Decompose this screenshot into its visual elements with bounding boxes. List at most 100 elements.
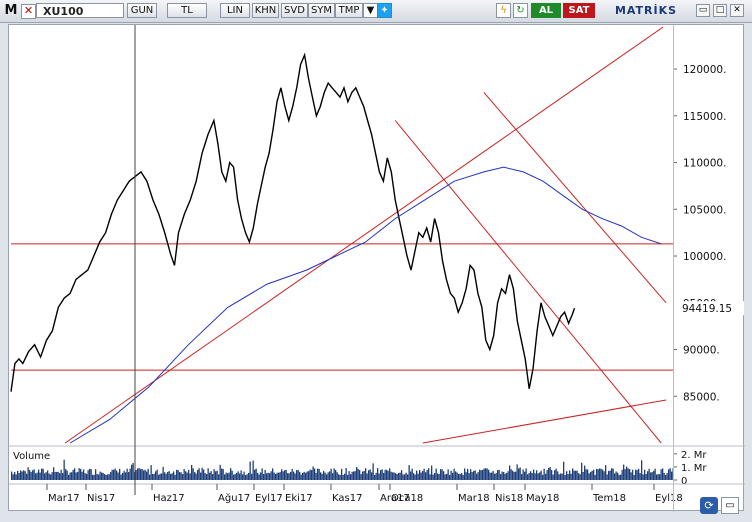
volume-bar: [350, 474, 352, 480]
x-tick-label: Mar18: [458, 493, 490, 504]
volume-bar: [378, 473, 380, 480]
volume-bar: [671, 471, 673, 480]
volume-bar: [392, 472, 394, 480]
volume-bar: [663, 472, 665, 480]
volume-bar: [425, 472, 427, 480]
close-symbol-button[interactable]: ✕: [21, 4, 36, 19]
last-price-box: [674, 301, 744, 316]
volume-bar: [614, 473, 616, 480]
volume-bar: [147, 468, 149, 480]
volume-bar: [554, 470, 556, 480]
volume-bar: [516, 464, 518, 480]
volume-bar: [257, 472, 259, 480]
volume-bar: [48, 473, 50, 480]
volume-bar: [218, 474, 220, 480]
volume-bar: [591, 470, 593, 480]
linear-scale-button[interactable]: LIN: [220, 3, 250, 18]
price-tick-label: 120000.: [683, 64, 726, 76]
period-button[interactable]: GUN: [127, 3, 157, 18]
volume-bar: [156, 469, 158, 480]
sym-button[interactable]: SYM: [308, 3, 335, 18]
x-tick-label: Ara17: [380, 493, 410, 504]
volume-bar: [111, 469, 113, 480]
volume-bar: [273, 472, 275, 480]
volume-bar: [462, 474, 464, 480]
trend-line-4[interactable]: [483, 92, 667, 304]
panel-toggle-icon[interactable]: ▭: [721, 497, 739, 514]
currency-button[interactable]: TL: [167, 3, 207, 18]
volume-bar: [422, 470, 424, 480]
volume-bar: [576, 470, 578, 480]
svd-button[interactable]: SVD: [281, 3, 308, 18]
volume-bar: [197, 469, 199, 480]
volume-bar: [480, 470, 482, 480]
volume-bar: [41, 468, 43, 480]
x-tick-label: Eki17: [285, 493, 313, 504]
khn-button[interactable]: KHN: [252, 3, 279, 18]
volume-bar: [146, 471, 148, 480]
volume-bar: [140, 469, 142, 480]
volume-bar: [428, 468, 430, 480]
volume-bar: [386, 469, 388, 480]
volume-bar: [26, 473, 28, 480]
volume-bar: [63, 459, 65, 480]
volume-bar: [635, 469, 637, 480]
volume-bar: [411, 468, 413, 480]
sell-button[interactable]: SAT: [563, 3, 595, 18]
volume-bar: [510, 469, 512, 480]
volume-bar: [377, 468, 379, 480]
volume-bar: [515, 471, 517, 480]
price-chart[interactable]: 120000.115000.110000.105000.100000.95000…: [8, 24, 745, 512]
lightning-icon[interactable]: ϟ: [496, 3, 511, 18]
close-window-button[interactable]: ✕: [730, 4, 744, 17]
volume-bar: [521, 474, 523, 480]
price-chart-canvas[interactable]: 120000.115000.110000.105000.100000.95000…: [9, 25, 745, 512]
volume-bar: [539, 472, 541, 480]
template-button[interactable]: TMP: [335, 3, 363, 18]
volume-bar: [575, 470, 577, 480]
symbol-input[interactable]: XU100: [36, 3, 124, 18]
volume-bar: [53, 467, 55, 480]
volume-bar: [84, 473, 86, 480]
volume-bar: [381, 469, 383, 480]
volume-bar: [162, 466, 164, 480]
volume-bar: [453, 468, 455, 480]
volume-bar: [335, 469, 337, 480]
volume-bar: [143, 470, 145, 480]
volume-bar: [518, 468, 520, 480]
volume-bar: [464, 468, 466, 480]
volume-bar: [155, 471, 157, 480]
volume-bar: [615, 471, 617, 480]
chart-toolbar: M ✕ XU100 GUN TL LIN KHN SVD SYM TMP ▼ ✦…: [0, 0, 752, 23]
volume-bar: [621, 469, 623, 480]
volume-bar: [38, 469, 40, 480]
volume-bar: [353, 471, 355, 480]
volume-bar: [420, 472, 422, 480]
trend-line-2[interactable]: [64, 26, 664, 444]
volume-bar: [138, 468, 140, 480]
volume-bar: [180, 472, 182, 480]
volume-bar: [200, 472, 202, 480]
minimize-button[interactable]: ▭: [696, 4, 710, 17]
refresh-icon[interactable]: ↻: [513, 3, 528, 18]
volume-bar: [276, 472, 278, 480]
volume-bar: [296, 470, 298, 480]
trend-line-3[interactable]: [394, 120, 662, 444]
volume-bar: [552, 474, 554, 480]
trend-line-5[interactable]: [422, 399, 667, 444]
volume-bar: [117, 472, 119, 480]
volume-bar: [170, 473, 172, 480]
volume-bar: [540, 470, 542, 480]
buy-button[interactable]: AL: [531, 3, 561, 18]
refresh-chart-icon[interactable]: ⟳: [700, 497, 718, 514]
twitter-bird-icon[interactable]: ✦: [377, 3, 392, 18]
maximize-button[interactable]: □: [713, 4, 727, 17]
volume-bar: [102, 472, 104, 480]
volume-bar: [626, 466, 628, 480]
volume-bar: [27, 467, 29, 480]
volume-bar: [275, 473, 277, 480]
volume-bar: [198, 468, 200, 480]
volume-bar: [89, 468, 91, 480]
chevron-down-icon[interactable]: ▼: [363, 3, 378, 18]
matriks-menu-button[interactable]: M: [4, 3, 18, 18]
